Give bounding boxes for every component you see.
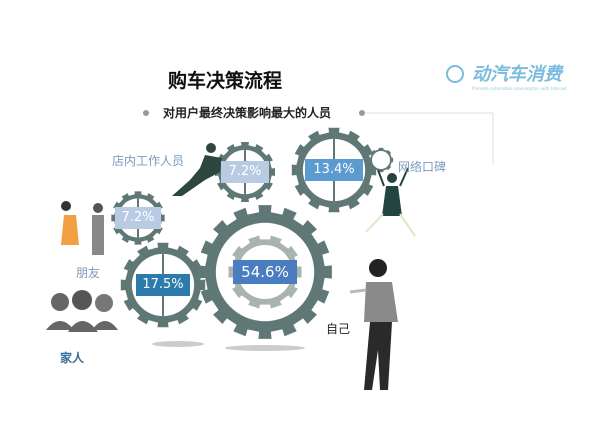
value-box: 13.4% bbox=[305, 159, 363, 181]
label-self: 自己 bbox=[326, 322, 351, 336]
label-friend: 朋友 bbox=[76, 266, 101, 280]
label-family: 家人 bbox=[60, 351, 85, 365]
value-box: 7.2% bbox=[221, 161, 269, 183]
logo: 动汽车消费 Promote automobile consumption wit… bbox=[450, 60, 567, 91]
online-figure-icon bbox=[365, 167, 416, 237]
value-box: 7.2% bbox=[115, 207, 161, 229]
value-box: 17.5% bbox=[136, 274, 190, 296]
subtitle: 对用户最终决策影响最大的人员 bbox=[163, 106, 332, 120]
self-figure-icon bbox=[349, 259, 398, 390]
logo-tagline: Promote automobile consumption with Inte… bbox=[472, 86, 567, 91]
page-title: 购车决策流程 bbox=[168, 70, 283, 92]
friends-figure-icon bbox=[61, 201, 104, 255]
family-figure-icon bbox=[46, 290, 118, 332]
label-staff: 店内工作人员 bbox=[112, 154, 185, 168]
staff-figure-icon bbox=[172, 143, 222, 196]
value-box: 54.6% bbox=[233, 260, 297, 284]
logo-text: 动汽车消费 bbox=[472, 64, 562, 85]
label-online: 网络口碑 bbox=[398, 160, 447, 174]
